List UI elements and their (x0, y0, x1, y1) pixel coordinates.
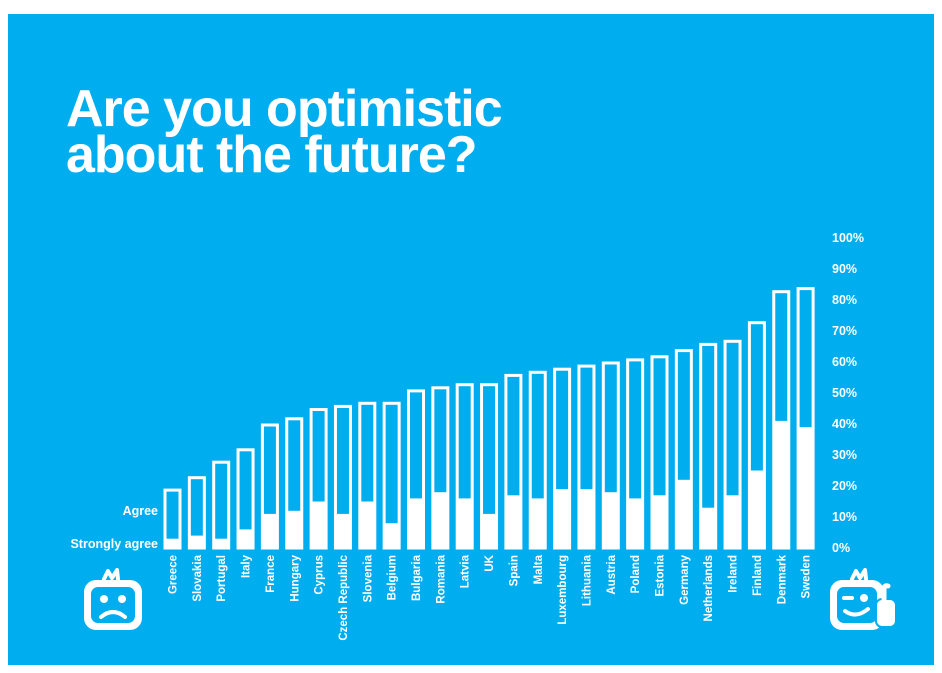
x-tick-label: Czech Republic (338, 554, 350, 640)
bar-strongly-agree-cyprus (310, 501, 328, 548)
bar-strongly-agree-uk (480, 513, 498, 548)
y-tick-label: 70% (832, 324, 857, 338)
x-tick-label: Netherlands (703, 555, 715, 621)
bar-strongly-agree-bulgaria (407, 498, 425, 548)
x-tick-label: Slovenia (362, 554, 374, 602)
legend: Agree Strongly agree (70, 504, 158, 551)
x-tick-label: Italy (241, 554, 253, 578)
bar-strongly-agree-poland (626, 498, 644, 548)
x-tick-label: Hungary (289, 554, 301, 601)
x-tick-label: UK (484, 554, 496, 571)
chart-title: Are you optimistic about the future? (66, 80, 503, 184)
x-tick-label: Luxembourg (557, 555, 569, 625)
bar-strongly-agree-spain (504, 495, 522, 548)
bar-strongly-agree-slovenia (358, 501, 376, 548)
bar-strongly-agree-denmark (772, 420, 790, 548)
bar-strongly-agree-portugal (212, 538, 230, 548)
bar-strongly-agree-italy (237, 529, 255, 548)
legend-strongly-agree: Strongly agree (70, 537, 158, 551)
bar-strongly-agree-lithuania (577, 489, 595, 548)
x-tick-label: Latvia (460, 554, 472, 588)
y-tick-label: 60% (832, 355, 857, 369)
chart-panel (8, 14, 934, 665)
bar-strongly-agree-slovakia (188, 535, 206, 548)
x-tick-label: Belgium (387, 555, 399, 600)
sad-face-icon (84, 568, 142, 630)
x-tick-label: Romania (435, 554, 447, 603)
title-line-2: about the future? (66, 126, 478, 184)
bar-strongly-agree-france (261, 513, 279, 548)
y-tick-labels: 0% 10% 20% 30% 40% 50% 60% 70% 80% 90% 100% (832, 231, 864, 555)
y-tick-label: 50% (832, 386, 857, 400)
bar-strongly-agree-latvia (456, 498, 474, 548)
x-tick-labels: Greece Slovakia Portugal Italy France Hungary… (168, 554, 813, 640)
bars-group (163, 287, 815, 550)
x-tick-label: Denmark (776, 554, 788, 604)
x-tick-label: Slovakia (192, 554, 204, 601)
x-tick-label: Sweden (801, 555, 813, 598)
x-tick-label: Estonia (655, 554, 667, 596)
y-tick-label: 80% (832, 293, 857, 307)
x-tick-label: Poland (630, 555, 642, 593)
x-tick-label: Finland (752, 555, 764, 596)
bar-strongly-agree-ireland (724, 495, 742, 548)
y-tick-label: 40% (832, 417, 857, 431)
title-line-1: Are you optimistic (66, 80, 503, 138)
bar-strongly-agree-austria (602, 492, 620, 548)
bar-strongly-agree-hungary (285, 510, 303, 548)
y-tick-label: 100% (832, 231, 864, 245)
bar-strongly-agree-czech-republic (334, 513, 352, 548)
bar-strongly-agree-greece (164, 538, 181, 548)
bar-strongly-agree-belgium (383, 523, 401, 548)
y-tick-label: 20% (832, 479, 857, 493)
bar-strongly-agree-germany (675, 479, 693, 548)
x-tick-label: France (265, 555, 277, 593)
y-tick-label: 90% (832, 262, 857, 276)
bar-strongly-agree-sweden (797, 427, 815, 548)
bar-strongly-agree-romania (431, 492, 449, 548)
bar-strongly-agree-netherlands (699, 507, 717, 548)
x-tick-label: Austria (606, 554, 618, 594)
x-tick-label: Lithuania (581, 554, 593, 606)
winking-face-thumbs-up-icon (830, 568, 897, 630)
bar-agree-portugal (212, 460, 231, 550)
y-tick-label: 30% (832, 448, 857, 462)
x-tick-label: Portugal (216, 555, 228, 602)
bar-strongly-agree-estonia (651, 495, 668, 548)
x-tick-label: Cyprus (314, 555, 326, 595)
x-tick-label: Malta (533, 554, 545, 584)
x-tick-label: Ireland (728, 555, 740, 593)
bar-strongly-agree-finland (748, 470, 766, 548)
x-tick-label: Bulgaria (411, 554, 423, 601)
bar-strongly-agree-luxembourg (553, 489, 571, 548)
x-tick-label: Greece (168, 555, 180, 594)
y-tick-label: 0% (832, 541, 850, 555)
legend-agree: Agree (123, 504, 158, 518)
y-tick-label: 10% (832, 510, 857, 524)
bar-strongly-agree-malta (529, 498, 547, 548)
x-tick-label: Spain (508, 555, 520, 586)
x-tick-label: Germany (679, 554, 691, 604)
